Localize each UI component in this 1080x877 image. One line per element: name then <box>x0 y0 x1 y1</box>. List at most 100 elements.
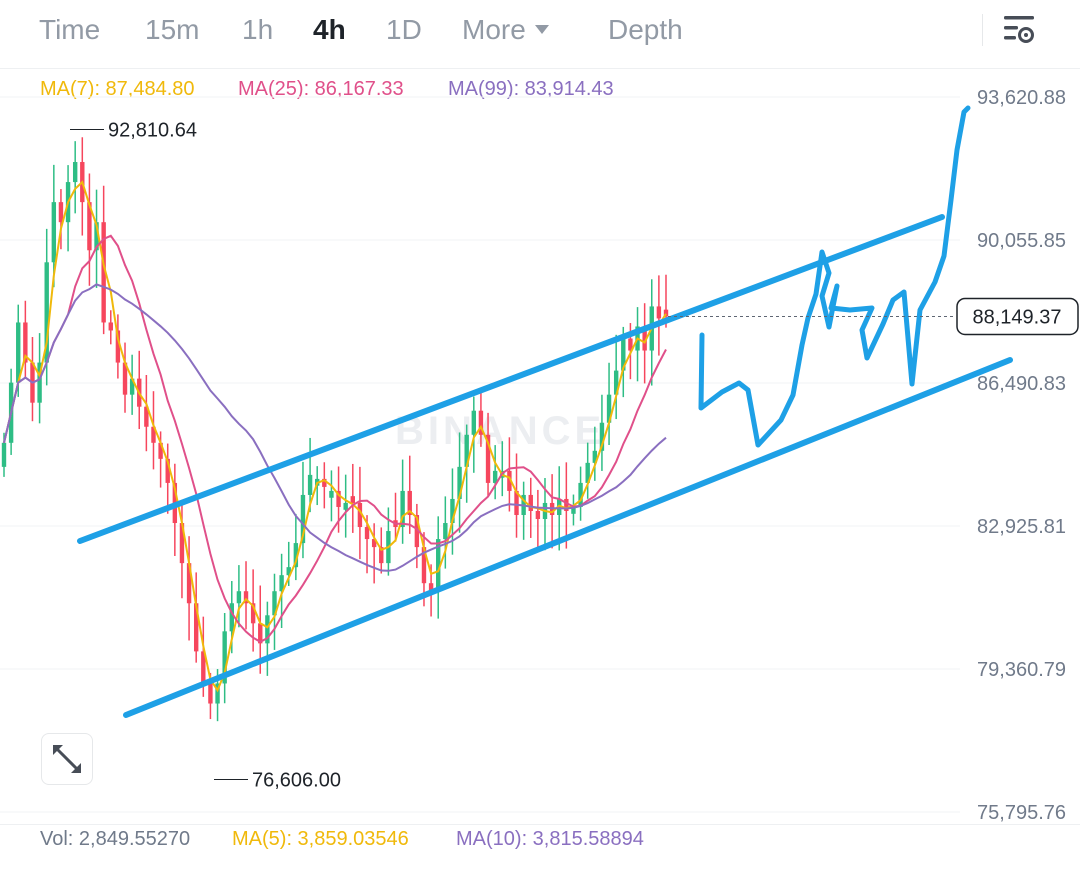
candle-body <box>258 623 263 644</box>
vol-ma10-legend: MA(10): 3,815.58894 <box>456 828 644 850</box>
channel-lower-line <box>123 357 1013 718</box>
y-axis-label: 75,795.76 <box>977 802 1066 824</box>
ma-line-99 <box>3 283 667 572</box>
candle-body <box>208 683 213 704</box>
candle-body <box>436 539 441 592</box>
candle-body <box>336 490 341 507</box>
ma-legend-25: MA(25): 86,167.33 <box>238 78 404 100</box>
candle-body <box>592 450 598 463</box>
candle-body <box>129 378 135 395</box>
candle-body <box>279 575 284 592</box>
candle-body <box>514 490 519 516</box>
candle-body <box>16 322 21 383</box>
candle-body <box>421 547 427 584</box>
chart-settings-icon <box>1004 16 1034 43</box>
candle-body <box>158 442 163 459</box>
candle-body <box>215 683 220 704</box>
tab-1d[interactable]: 1D <box>386 14 422 45</box>
tabs-divider <box>982 14 983 46</box>
candle-body <box>613 370 619 395</box>
candle-body <box>179 523 185 564</box>
candle-body <box>151 426 156 443</box>
low-price-label: 76,606.00 <box>252 769 341 791</box>
candle-body <box>557 498 562 516</box>
candle-body <box>72 162 78 183</box>
candle-body <box>364 527 370 540</box>
candle-body <box>535 510 541 520</box>
candle-body <box>414 515 420 548</box>
candle-body <box>642 326 647 351</box>
tab-1h[interactable]: 1h <box>242 14 274 45</box>
timeframe-tabs: Time 15m 1h 4h 1D More Depth <box>0 0 1080 68</box>
expand-button[interactable] <box>41 733 93 785</box>
binance-watermark: BINANCE <box>395 409 605 453</box>
hand-drawn-forecast <box>698 105 971 448</box>
candle-body <box>507 470 512 491</box>
candle-body <box>243 591 249 604</box>
candle-body <box>286 567 291 576</box>
expand-icon <box>53 745 81 773</box>
candle-body <box>371 539 377 548</box>
tab-15m[interactable]: 15m <box>145 14 200 45</box>
volume-separator <box>0 824 1080 825</box>
candle-body <box>599 422 605 451</box>
candle-body <box>265 615 270 644</box>
candle-body <box>457 466 462 499</box>
candle-body <box>329 490 334 498</box>
tab-more[interactable]: More <box>462 14 550 46</box>
candle-body <box>656 306 662 319</box>
ma-legend-7: MA(7): 87,484.80 <box>40 78 195 100</box>
candle-body <box>94 222 99 251</box>
tab-more-label: More <box>462 14 526 45</box>
candle-body <box>322 478 327 487</box>
candle-body <box>379 547 384 564</box>
candle-body <box>571 506 576 514</box>
candle-body <box>357 502 363 528</box>
chart-settings-button[interactable] <box>986 10 1042 54</box>
candle-body <box>186 563 192 604</box>
vol-legend: Vol: 2,849.55270 <box>40 828 191 850</box>
tab-time[interactable]: Time <box>39 14 101 45</box>
candle-body <box>350 496 355 503</box>
candle-body <box>578 482 583 507</box>
high-price-label: 92,810.64 <box>108 120 197 142</box>
candle-body <box>407 490 412 516</box>
candle-body <box>585 462 590 483</box>
candle-body <box>293 543 299 568</box>
channel-upper-line <box>77 214 945 544</box>
ma-line-25 <box>3 234 667 643</box>
candle-body <box>201 651 206 684</box>
candle-body <box>528 494 533 511</box>
candle-body <box>37 362 42 403</box>
current-price-tag <box>956 297 1079 336</box>
candle-body <box>464 434 469 467</box>
candle-body <box>443 523 448 540</box>
y-axis-label: 79,360.79 <box>977 659 1066 681</box>
y-axis-label: 82,925.81 <box>977 516 1066 538</box>
current-price-label: 88,149.37 <box>973 306 1062 328</box>
candle-body <box>58 202 64 223</box>
candle-body <box>1 442 7 467</box>
candle-body <box>144 406 149 427</box>
candle-body <box>272 591 277 616</box>
candle-body <box>87 202 92 251</box>
candle-body <box>193 603 199 652</box>
candle-body <box>51 202 57 263</box>
caret-down-icon <box>534 25 549 34</box>
candle-body <box>44 262 49 363</box>
candle-body <box>115 330 121 363</box>
candle-body <box>343 502 348 510</box>
candle-body <box>300 494 306 544</box>
candle-body <box>428 583 434 592</box>
tab-4h[interactable]: 4h <box>313 14 346 45</box>
candle-body <box>236 591 242 604</box>
candle-body <box>478 410 484 435</box>
candle-body <box>450 498 455 524</box>
y-axis-label: 93,620.88 <box>977 87 1066 109</box>
tab-depth[interactable]: Depth <box>608 14 683 45</box>
y-axis-label: 86,490.83 <box>977 373 1066 395</box>
header-divider <box>0 68 1080 69</box>
candle-body <box>485 434 491 483</box>
candle-body <box>250 603 256 624</box>
